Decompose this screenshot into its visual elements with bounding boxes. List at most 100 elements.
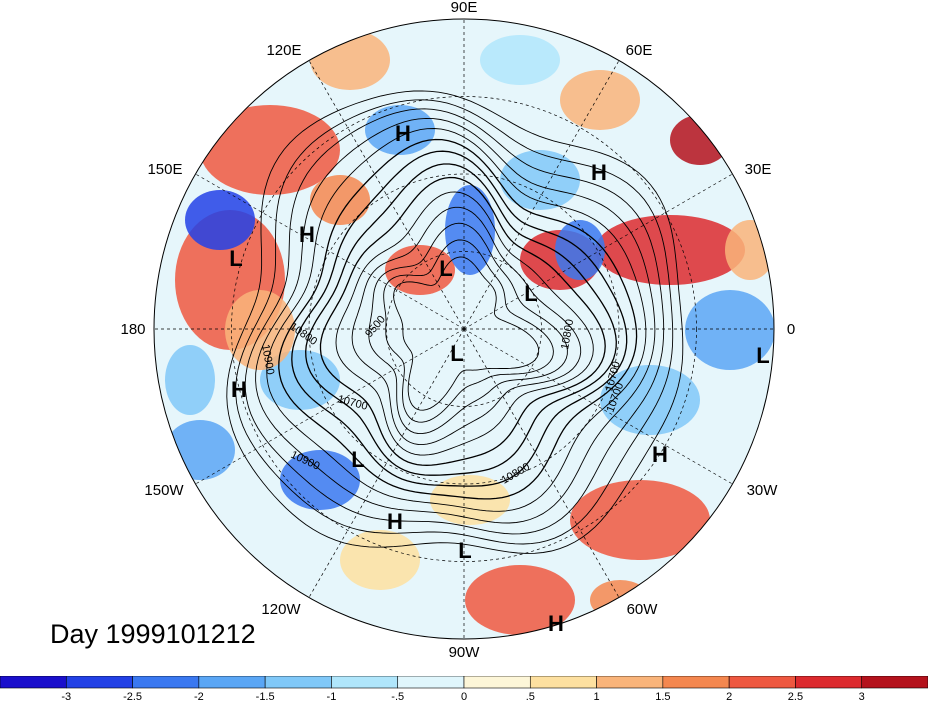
anomaly-patch bbox=[165, 345, 215, 415]
colorbar-swatch bbox=[861, 676, 928, 689]
polar-stereographic-map: 90E 60E 30E 0 30W 60W 90W 120W 150W 180 … bbox=[120, 0, 795, 661]
colorbar-tick-label: -3 bbox=[61, 691, 71, 702]
graticule-meridian bbox=[308, 60, 465, 330]
colorbar-swatch bbox=[65, 676, 133, 689]
anomaly-patch bbox=[310, 30, 390, 90]
colorbar-swatch bbox=[596, 676, 664, 689]
graticule-meridian bbox=[463, 173, 733, 330]
graticule-meridian bbox=[463, 328, 733, 485]
colorbar-swatch bbox=[795, 676, 863, 689]
anomaly-patch bbox=[480, 35, 560, 85]
pressure-center-low: L bbox=[450, 341, 463, 366]
graticule-meridian bbox=[195, 328, 465, 485]
pressure-center-low: L bbox=[351, 447, 364, 472]
pressure-centers: H H H L H L L L L H L H H L H L bbox=[229, 121, 769, 636]
graticule-meridian bbox=[463, 328, 620, 598]
lon-label-90e: 90E bbox=[451, 0, 478, 16]
colorbar-tick-label: 1.5 bbox=[655, 691, 670, 702]
colorbar-swatch bbox=[728, 676, 796, 689]
colorbar-tick-label: -2.5 bbox=[123, 691, 142, 702]
colorbar-swatch bbox=[0, 676, 67, 689]
height-contour bbox=[255, 117, 656, 524]
colorbar-tick-label: -.5 bbox=[391, 691, 404, 702]
anomaly-patch bbox=[685, 290, 774, 370]
anomaly-patch bbox=[260, 350, 340, 410]
anomaly-patch bbox=[225, 290, 295, 370]
height-contour bbox=[244, 108, 665, 535]
colorbar-tick-label: -1.5 bbox=[256, 691, 275, 702]
pressure-center-high: H bbox=[395, 121, 411, 146]
longitude-labels: 90E 60E 30E 0 30W 60W 90W 120W 150W 180 … bbox=[120, 0, 795, 661]
height-contour bbox=[368, 222, 568, 435]
height-contours bbox=[226, 90, 684, 554]
lon-label-180: 180 bbox=[120, 321, 145, 338]
pressure-center-low: L bbox=[229, 246, 242, 271]
map-title: Day 1999101212 bbox=[50, 619, 256, 649]
graticule-meridian bbox=[463, 60, 620, 330]
height-contour bbox=[393, 256, 540, 411]
graticule-parallel bbox=[308, 173, 620, 485]
anomaly-patch bbox=[600, 365, 700, 435]
anomaly-patch bbox=[560, 70, 640, 130]
colorbar-swatch bbox=[331, 676, 399, 689]
anomaly-patch bbox=[595, 215, 745, 285]
map-boundary bbox=[153, 18, 775, 640]
colorbar-swatch bbox=[132, 676, 200, 689]
colorbar-tick-label: 3 bbox=[859, 691, 865, 702]
lon-label-30e: 30E bbox=[745, 161, 772, 178]
height-contour bbox=[226, 90, 684, 554]
lon-label-120e: 120E bbox=[266, 42, 301, 59]
anomaly-patch bbox=[165, 420, 235, 480]
anomaly-patch bbox=[725, 220, 774, 280]
colorbar-tick-label: 2.5 bbox=[788, 691, 803, 702]
colorbar-tick-label: .5 bbox=[526, 691, 535, 702]
lon-label-30w: 30W bbox=[747, 482, 779, 499]
pressure-center-low: L bbox=[458, 538, 471, 563]
colorbar-tick-label: 0 bbox=[461, 691, 467, 702]
contour-label: 10900 bbox=[259, 343, 276, 375]
lon-label-90w: 90W bbox=[449, 644, 481, 661]
anomaly-patch bbox=[465, 565, 575, 635]
anomaly-patch bbox=[430, 475, 510, 525]
graticule-parallel bbox=[386, 251, 542, 407]
lon-label-120w: 120W bbox=[261, 601, 301, 618]
colorbar-tick-label: -1 bbox=[327, 691, 337, 702]
anomaly-patch bbox=[670, 115, 730, 165]
colorbar-swatch bbox=[529, 676, 597, 689]
colorbar: -3 -2.5 -2 -1.5 -1 -.5 0 .5 1 1.5 2 2.5 3 bbox=[0, 676, 928, 702]
colorbar-tick-label: 2 bbox=[726, 691, 732, 702]
height-contour bbox=[266, 128, 647, 512]
anomaly-patch bbox=[570, 480, 710, 560]
anomaly-patch bbox=[340, 530, 420, 590]
graticule bbox=[154, 19, 774, 639]
colorbar-swatch bbox=[463, 676, 531, 689]
pressure-center-high: H bbox=[299, 222, 315, 247]
colorbar-swatch bbox=[662, 676, 730, 689]
lon-label-150w: 150W bbox=[144, 482, 184, 499]
height-contour bbox=[351, 206, 582, 446]
pressure-center-high: H bbox=[548, 611, 564, 636]
lon-label-0: 0 bbox=[787, 321, 795, 338]
colorbar-swatch bbox=[397, 676, 465, 689]
pressure-center-high: H bbox=[591, 160, 607, 185]
anomaly-patch bbox=[200, 105, 340, 195]
height-contour bbox=[278, 138, 638, 500]
colorbar-tick-label: -2 bbox=[194, 691, 204, 702]
anomaly-patch bbox=[310, 175, 370, 225]
colorbar-swatch bbox=[264, 676, 332, 689]
lon-label-60e: 60E bbox=[626, 42, 653, 59]
height-contour bbox=[335, 191, 594, 456]
lon-label-150e: 150E bbox=[147, 161, 182, 178]
anomaly-patch bbox=[500, 150, 580, 210]
pressure-center-high: H bbox=[231, 377, 247, 402]
height-contour bbox=[305, 163, 617, 476]
contour-label: 10800 bbox=[559, 318, 576, 350]
graticule-parallel bbox=[231, 96, 697, 562]
colorbar-swatch bbox=[198, 676, 266, 689]
height-contour bbox=[319, 176, 606, 466]
height-contour bbox=[383, 239, 554, 423]
graticule-meridian bbox=[308, 328, 465, 598]
colorbar-tick-label: 1 bbox=[594, 691, 600, 702]
pressure-center-low: L bbox=[524, 281, 537, 306]
pressure-center-high: H bbox=[387, 509, 403, 534]
